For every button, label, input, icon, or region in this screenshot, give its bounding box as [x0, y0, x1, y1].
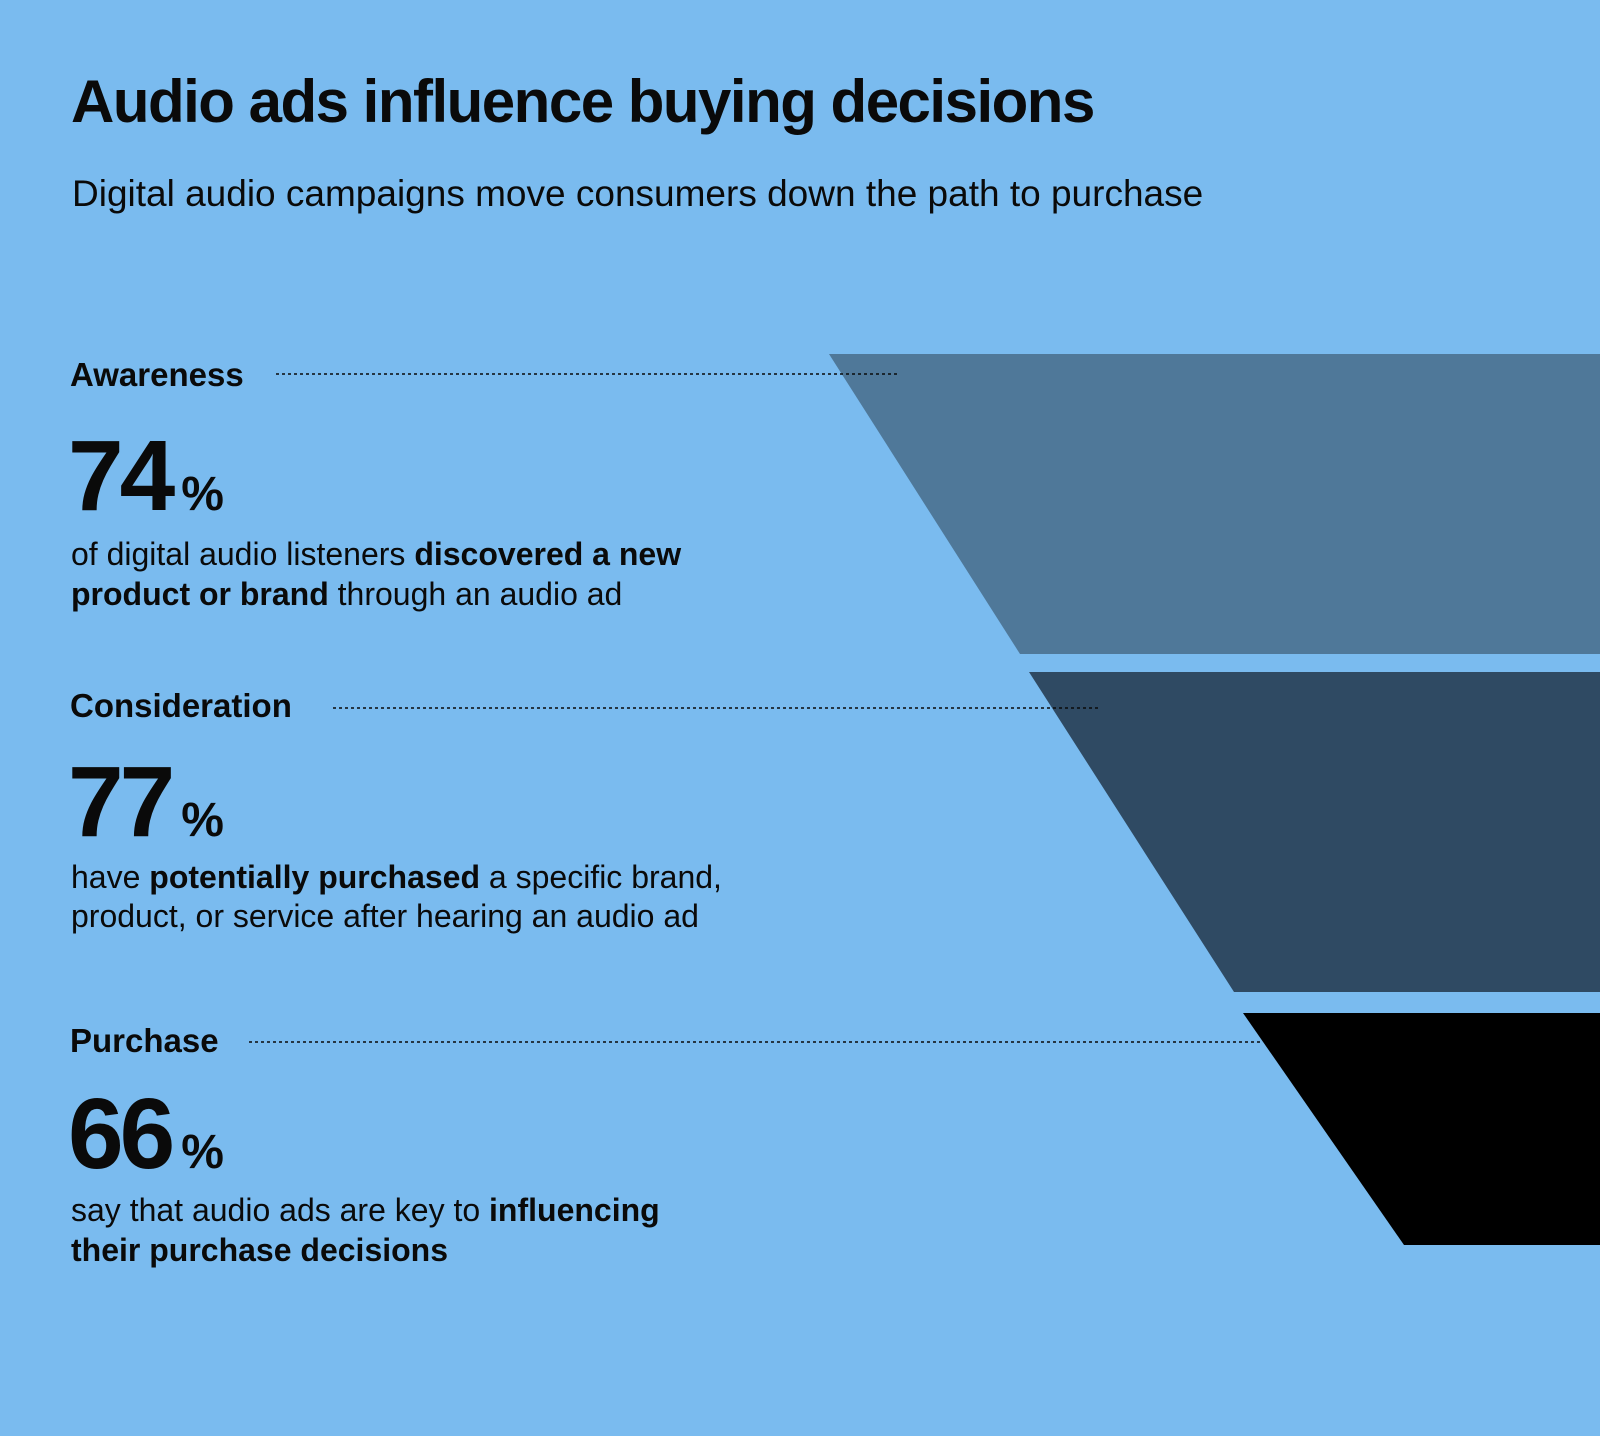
stat-description: product, or service after hearing an aud…	[71, 898, 699, 934]
funnel-consideration	[1029, 672, 1600, 992]
emphasis: potentially purchased	[149, 859, 480, 895]
description-text: product, or service after hearing an aud…	[71, 898, 699, 934]
stat-value: 66	[68, 1078, 172, 1190]
stat-description: of digital audio listeners discovered a …	[71, 536, 681, 572]
stat-unit: %	[181, 794, 224, 847]
stat-value: 77	[68, 746, 172, 858]
description-text: say that audio ads are key to	[71, 1192, 489, 1228]
stat-description: say that audio ads are key to influencin…	[71, 1192, 660, 1228]
stat-value: 74	[68, 420, 176, 532]
stat-unit: %	[181, 1126, 224, 1179]
stage-label: Purchase	[70, 1022, 219, 1059]
title: Audio ads influence buying decisions	[71, 68, 1094, 135]
stat-description: product or brand through an audio ad	[71, 576, 622, 612]
description-text: have	[71, 859, 149, 895]
emphasis: influencing	[489, 1192, 660, 1228]
stat-unit: %	[181, 468, 224, 521]
stat: 66%	[68, 1078, 224, 1190]
stage-label: Awareness	[70, 356, 244, 393]
stage-label: Consideration	[70, 687, 292, 724]
emphasis: discovered a new	[414, 536, 681, 572]
funnel-purchase	[1243, 1013, 1600, 1245]
stat-description: have potentially purchased a specific br…	[71, 859, 722, 895]
description-text: through an audio ad	[329, 576, 623, 612]
leader-lines	[249, 373, 1261, 1043]
emphasis: their purchase decisions	[71, 1232, 448, 1268]
subtitle: Digital audio campaigns move consumers d…	[72, 173, 1203, 214]
description-text: a specific brand,	[480, 859, 722, 895]
funnel-awareness	[829, 354, 1600, 654]
stat-description: their purchase decisions	[71, 1232, 448, 1268]
description-text: of digital audio listeners	[71, 536, 414, 572]
stat: 74%	[68, 420, 224, 532]
stat: 77%	[68, 746, 224, 858]
emphasis: product or brand	[71, 576, 329, 612]
